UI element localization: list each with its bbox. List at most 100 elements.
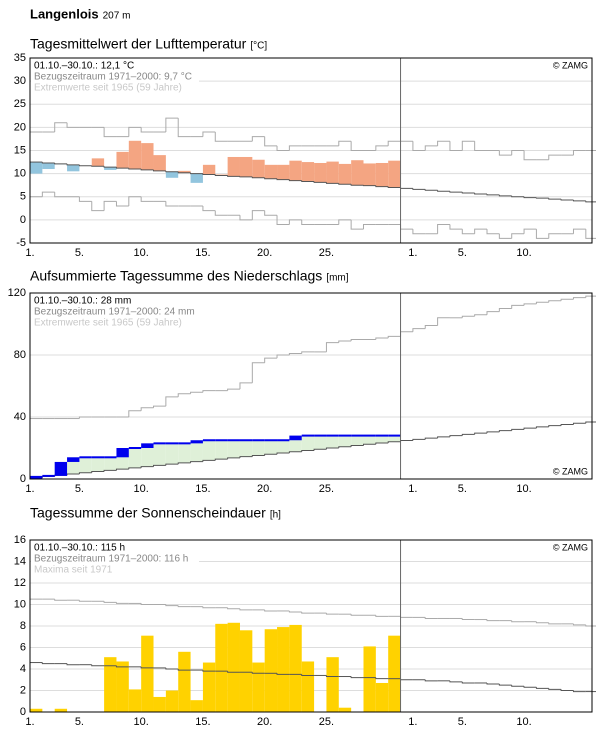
bar xyxy=(239,630,253,712)
extreme-min-step xyxy=(449,224,463,230)
extreme-max-step xyxy=(461,315,475,318)
extreme-max-step xyxy=(400,616,413,618)
bar xyxy=(326,657,339,712)
reference-step xyxy=(560,199,574,201)
extreme-min-step xyxy=(239,215,253,221)
copyright: © ZAMG xyxy=(553,542,588,552)
x-tick-label: 10. xyxy=(516,247,531,259)
surplus-area xyxy=(79,457,92,473)
reference-step xyxy=(78,472,92,475)
cumulative-step xyxy=(388,434,401,437)
extreme-min-step xyxy=(523,228,537,234)
extreme-min-step xyxy=(400,224,413,230)
reference-step xyxy=(486,682,500,685)
cumulative-step xyxy=(42,474,55,477)
extreme-max-step xyxy=(498,150,512,156)
extreme-max-step xyxy=(140,127,154,133)
reference-step xyxy=(486,193,500,196)
extreme-max-step xyxy=(548,622,562,625)
extreme-max-step xyxy=(177,118,191,138)
y-tick-label: 80 xyxy=(14,349,26,361)
reference-step xyxy=(412,188,426,190)
extreme-max-step xyxy=(165,117,179,132)
reference-step xyxy=(177,669,191,671)
reference-step xyxy=(276,178,290,181)
reference-step xyxy=(214,458,228,461)
reference-step xyxy=(375,677,389,680)
extreme-min-step xyxy=(301,219,315,225)
extreme-min-step xyxy=(264,210,278,216)
x-tick-label: 25. xyxy=(319,483,334,495)
chart-unit: [h] xyxy=(270,510,281,521)
extreme-min-step xyxy=(288,219,302,225)
anomaly-bar xyxy=(104,167,117,170)
anomaly-bar xyxy=(264,164,278,179)
x-tick-label: 15. xyxy=(195,716,210,728)
reference-step xyxy=(103,166,117,168)
surplus-area xyxy=(91,457,105,472)
surplus-area xyxy=(351,435,364,446)
extreme-min-step xyxy=(486,229,500,235)
anomaly-bar xyxy=(301,162,315,182)
extreme-min-step xyxy=(461,229,475,235)
extreme-max-step xyxy=(424,325,438,329)
reference-step xyxy=(511,195,525,198)
extreme-max-step xyxy=(264,609,278,612)
surplus-area xyxy=(190,440,203,462)
extreme-min-step xyxy=(362,224,376,230)
cumulative-step xyxy=(128,447,142,449)
reference-step xyxy=(424,189,438,191)
anomaly-bar xyxy=(326,161,339,184)
cumulative-step xyxy=(104,456,117,459)
extreme-min-step xyxy=(350,219,364,230)
anomaly-bar xyxy=(252,159,265,178)
extreme-max-step xyxy=(350,339,364,342)
y-tick-label: 5 xyxy=(20,191,26,203)
anomaly-bar xyxy=(116,151,129,169)
extreme-max-step xyxy=(375,337,389,340)
reference-step xyxy=(190,172,203,175)
bar xyxy=(165,690,179,712)
reference-step xyxy=(91,471,105,473)
y-tick-label: 25 xyxy=(14,98,26,110)
extreme-max-step xyxy=(535,301,549,304)
x-tick-label: 1. xyxy=(25,247,34,259)
extreme-max-step xyxy=(572,297,586,300)
extreme-max-step xyxy=(325,613,339,615)
reference-step xyxy=(103,469,117,472)
x-tick-label: 5. xyxy=(458,247,467,259)
bar xyxy=(202,662,216,712)
plot-frame xyxy=(29,292,593,480)
extreme-max-step xyxy=(54,122,68,132)
anomaly-bar xyxy=(388,160,401,188)
extreme-max-step xyxy=(498,308,512,312)
extreme-max-step xyxy=(115,602,129,604)
extreme-max-step xyxy=(140,603,154,605)
cumulative-step xyxy=(277,439,290,442)
surplus-area xyxy=(277,440,290,453)
y-tick-label: 16 xyxy=(14,534,26,546)
reference-step xyxy=(313,181,327,183)
reference-step xyxy=(535,426,549,429)
reference-step xyxy=(54,162,68,165)
chart-title: Aufsummierte Tagessumme des Niederschlag… xyxy=(30,268,322,284)
extreme-max-step xyxy=(424,145,438,151)
surplus-area xyxy=(202,440,216,461)
surplus-area xyxy=(165,443,179,465)
reference-step xyxy=(511,428,525,431)
surplus-area xyxy=(178,443,191,463)
anomaly-bar xyxy=(363,163,376,186)
x-tick-label: 25. xyxy=(319,247,334,259)
extreme-max-step xyxy=(177,393,191,397)
cumulative-step xyxy=(202,439,216,442)
reference-step xyxy=(177,171,191,174)
copyright: © ZAMG xyxy=(553,60,588,70)
x-tick-label: 20. xyxy=(257,247,272,259)
copyright: © ZAMG xyxy=(553,466,588,476)
bar xyxy=(153,696,166,712)
x-tick-label: 1. xyxy=(408,716,417,728)
plot-frame xyxy=(29,539,593,713)
extreme-max-step xyxy=(523,303,537,306)
x-tick-label: 25. xyxy=(319,716,334,728)
reference-step xyxy=(165,170,179,173)
